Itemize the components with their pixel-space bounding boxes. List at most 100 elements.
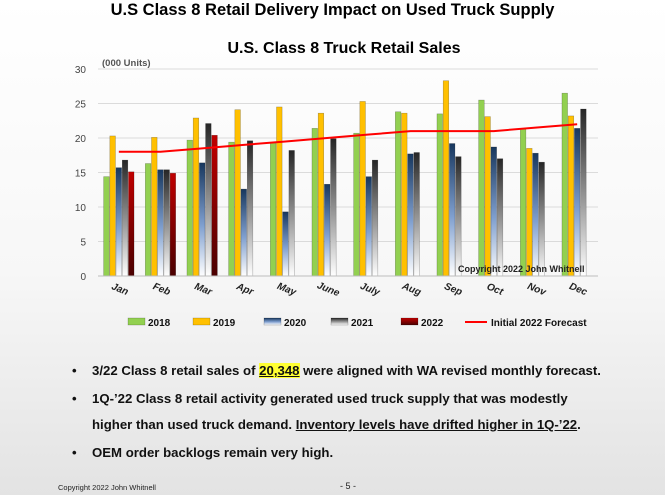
bar-2020-mar (199, 162, 206, 277)
footer-copyright: Copyright 2022 John Whitnell (58, 483, 156, 492)
chart-watermark: Copyright 2022 John Whitnell (458, 264, 585, 274)
bullet-dot: • (72, 391, 77, 406)
legend-swatch (263, 317, 282, 326)
bar-2018-june (311, 128, 318, 277)
y-tick-label: 25 (75, 100, 87, 111)
x-tick-label: June (315, 280, 341, 299)
legend-item-2022: 2022 (400, 317, 444, 329)
bullet-2-underlined: Inventory levels have drifted higher in … (295, 417, 578, 432)
bar-2019-nov (526, 148, 533, 277)
bars-layer (103, 80, 587, 277)
x-tick-label: Nov (526, 281, 549, 299)
bar-2020-apr (240, 188, 247, 277)
legend-label: Initial 2022 Forecast (491, 318, 587, 329)
y-tick-label: 15 (75, 169, 87, 180)
bar-2021-apr (246, 140, 254, 277)
bar-2022-jan (128, 171, 135, 277)
bar-2018-apr (228, 141, 235, 277)
bullet-list: • 3/22 Class 8 retail sales of 20,348 we… (72, 362, 652, 472)
bar-2021-june (330, 138, 337, 277)
legend-item-2018: 2018 (127, 317, 171, 329)
bar-2022-feb (169, 172, 176, 277)
bar-2019-july (359, 101, 366, 277)
bar-2019-feb (151, 137, 158, 277)
bar-2021-mar (205, 123, 212, 277)
bullet-3-text: OEM order backlogs remain very high. (92, 445, 334, 460)
bullet-1: • 3/22 Class 8 retail sales of 20,348 we… (72, 362, 652, 380)
bar-2018-nov (520, 128, 527, 277)
bullet-2-period: . (577, 417, 581, 432)
legend-label: 2020 (284, 318, 307, 329)
bar-2018-july (353, 132, 360, 277)
bar-2020-july (365, 176, 372, 277)
bullet-2: • 1Q-’22 Class 8 retail activity generat… (72, 390, 652, 434)
bar-2021-feb (163, 169, 170, 277)
y-tick-label: 20 (75, 134, 87, 145)
legend-item-2021: 2021 (330, 317, 374, 329)
forecast-line (118, 123, 578, 153)
bullet-dot: • (72, 445, 77, 460)
bullet-dot: • (72, 363, 77, 378)
legend-swatch (192, 317, 211, 326)
legend-item-2019: 2019 (192, 317, 236, 329)
bullet-1-text-pre: 3/22 Class 8 retail sales of (92, 363, 260, 378)
slide-title: U.S Class 8 Retail Delivery Impact on Us… (110, 1, 555, 19)
y-tick-label: 30 (75, 65, 87, 76)
forecast-line-layer (118, 123, 578, 153)
x-tick-label: Sep (443, 281, 464, 298)
bar-2019-jan (109, 135, 116, 277)
legend-item-2020: 2020 (263, 317, 307, 329)
bar-2018-mar (186, 139, 193, 277)
legend-swatch (330, 317, 349, 326)
legend: 2018 2019 2020 2021 2022 Initial 2022 Forecas… (127, 317, 587, 329)
x-tick-label: Feb (151, 281, 172, 298)
x-tick-label: Dec (568, 281, 590, 298)
legend-swatch (400, 317, 419, 326)
x-tick-label: May (275, 281, 298, 299)
bar-2020-june (324, 183, 331, 277)
bar-2020-sep (449, 143, 456, 277)
bullet-2-line-2: higher than used truck demand. (92, 417, 296, 432)
x-tick-label: Jan (110, 281, 130, 298)
legend-swatch (127, 317, 146, 326)
bullet-3: • OEM order backlogs remain very high. (72, 444, 652, 462)
bar-2018-sep (436, 113, 443, 277)
bar-2018-oct (478, 99, 485, 277)
bullet-1-text-post: were aligned with WA revised monthly for… (299, 363, 601, 378)
y-tick-label: 0 (80, 272, 86, 283)
bar-2020-feb (157, 169, 164, 277)
bar-2020-may (282, 211, 289, 277)
x-tick-label: Aug (399, 281, 422, 299)
bar-2018-jan (103, 176, 110, 277)
bar-2020-aug (407, 153, 414, 277)
page-number: - 5 - (340, 481, 357, 491)
bar-2019-apr (234, 109, 241, 277)
bar-2019-mar (192, 117, 200, 277)
y-tick-label: 5 (80, 238, 86, 249)
bar-2020-dec (574, 128, 581, 277)
legend-label: 2022 (421, 318, 444, 329)
bullet-2-line-1: 1Q-’22 Class 8 retail activity generated… (92, 391, 568, 406)
bar-2022-mar (211, 134, 218, 277)
x-tick-label: Mar (193, 281, 215, 298)
bar-2019-dec (567, 115, 575, 277)
bar-2018-aug (395, 111, 402, 277)
bar-2018-may (270, 142, 277, 277)
bar-2019-aug (401, 112, 408, 277)
bar-2018-feb (145, 163, 152, 277)
x-tick-label: Apr (234, 281, 256, 298)
bar-2020-nov (532, 152, 539, 277)
legend-label: 2021 (351, 318, 374, 329)
bar-2021-may (288, 150, 295, 277)
bar-2021-sep (455, 156, 462, 277)
legend-item-forecast: Initial 2022 Forecast (465, 318, 587, 329)
legend-label: 2019 (213, 318, 236, 329)
bullet-1-highlight: 20,348 (259, 363, 300, 378)
bar-2019-oct (484, 116, 491, 277)
bar-2020-jan (115, 167, 122, 277)
bar-2019-sep (442, 80, 450, 277)
bar-2021-jan (121, 159, 129, 277)
retail-sales-chart: U.S. Class 8 Truck Retail Sales (000 Uni… (75, 40, 598, 329)
chart-title: U.S. Class 8 Truck Retail Sales (227, 40, 460, 57)
x-tick-label: Oct (485, 281, 505, 298)
